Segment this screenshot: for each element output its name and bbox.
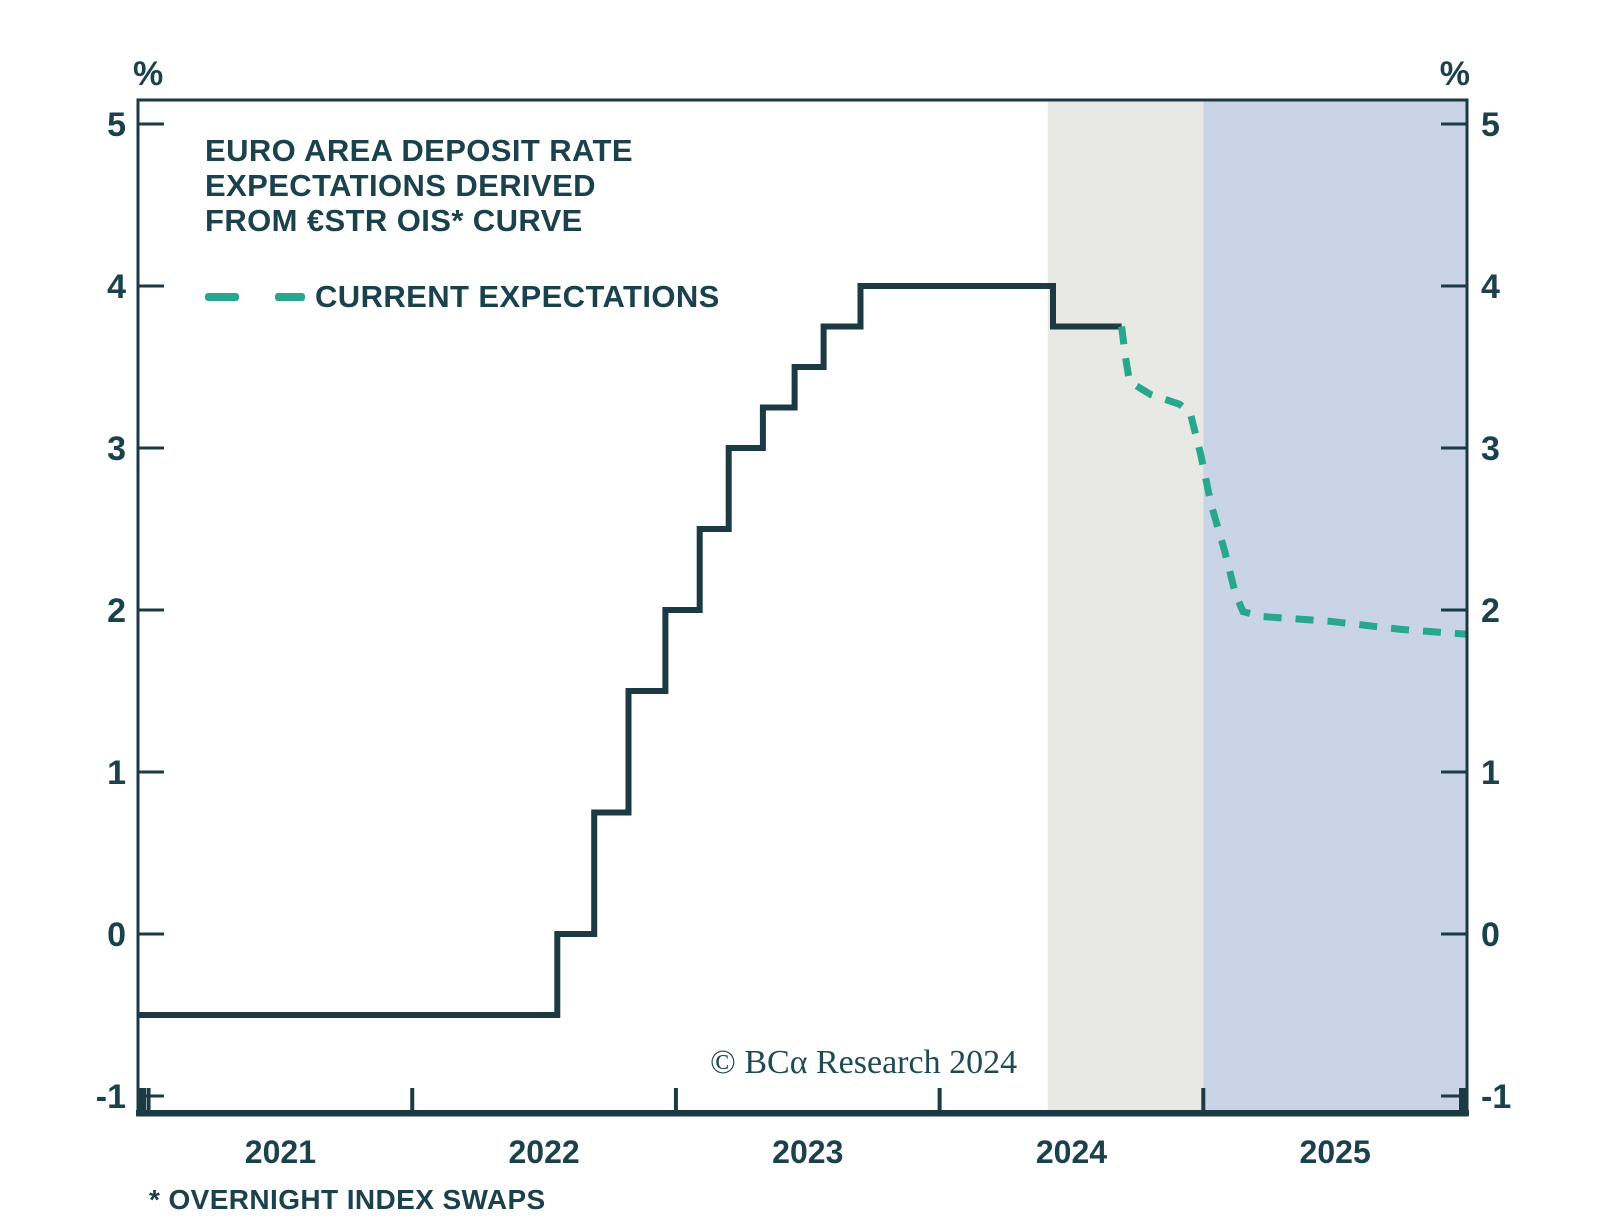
y-tick-label-right: 0 [1481, 916, 1500, 954]
copyright-text: © BCα Research 2024 [710, 1044, 1018, 1081]
band-gray [1047, 101, 1204, 1114]
x-tick-label: 2021 [245, 1134, 316, 1170]
policy-rate-line [138, 283, 1122, 1018]
legend-label: CURRENT EXPECTATIONS [315, 279, 720, 314]
x-tick-corner-right [1459, 1088, 1467, 1115]
chart-title-line-2: EXPECTATIONS DERIVED [205, 168, 596, 203]
y-axis-unit-left: % [133, 55, 164, 93]
y-tick-label-left: -1 [96, 1078, 126, 1116]
x-tick-label: 2024 [1036, 1134, 1107, 1170]
y-tick-label-right: -1 [1481, 1078, 1511, 1116]
y-tick-label-right: 1 [1481, 754, 1500, 792]
y-tick-label-right: 4 [1481, 268, 1500, 306]
y-tick-label-right: 5 [1481, 106, 1500, 144]
x-tick-label: 2025 [1300, 1134, 1371, 1170]
legend-dash-icon [275, 293, 305, 301]
y-tick-label-left: 5 [107, 106, 126, 144]
x-tick-label: 2022 [508, 1134, 579, 1170]
x-tick-corner-left [138, 1088, 146, 1115]
expectations-line [1118, 326, 1468, 638]
y-tick-label-left: 4 [107, 268, 126, 306]
chart-title-line-1: EURO AREA DEPOSIT RATE [205, 133, 633, 168]
y-tick-label-left: 3 [107, 430, 126, 468]
y-tick-label-left: 0 [107, 916, 126, 954]
footnote-text: * OVERNIGHT INDEX SWAPS [149, 1184, 546, 1215]
y-axis-unit-right: % [1439, 55, 1470, 93]
y-tick-label-left: 1 [107, 754, 126, 792]
y-tick-label-right: 2 [1481, 592, 1500, 630]
chart-title-line-3: FROM €STR OIS* CURVE [205, 203, 583, 238]
legend: CURRENT EXPECTATIONS [205, 279, 720, 314]
band-blue [1203, 101, 1467, 1114]
chart-title: EURO AREA DEPOSIT RATE EXPECTATIONS DERI… [205, 133, 633, 238]
x-tick-label: 2023 [772, 1134, 843, 1170]
y-tick-label-right: 3 [1481, 430, 1500, 468]
y-tick-label-left: 2 [107, 592, 126, 630]
legend-dash-icon [205, 293, 239, 301]
